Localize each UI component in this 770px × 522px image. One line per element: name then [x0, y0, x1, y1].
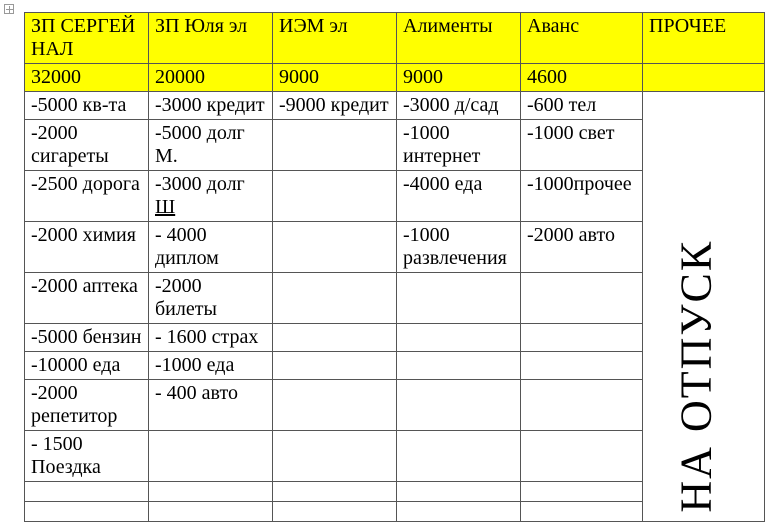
cell: - 4000 диплом	[149, 222, 273, 273]
cell: -2000 билеты	[149, 273, 273, 324]
cell	[521, 273, 643, 324]
cell: -2000 сигареты	[25, 120, 149, 171]
cell: -1000 еда	[149, 352, 273, 380]
cell-underline: -3000 долг Ш	[149, 171, 273, 222]
cell: -10000 еда	[25, 352, 149, 380]
cell	[273, 482, 397, 502]
cell: -2000 репетитор	[25, 380, 149, 431]
cell: -5000 кв-та	[25, 92, 149, 120]
cell	[273, 431, 397, 482]
cell	[521, 324, 643, 352]
cell: -2500 дорога	[25, 171, 149, 222]
col-header-5: ПРОЧЕЕ	[643, 13, 765, 64]
cell	[521, 502, 643, 522]
cell: -3000 кредит	[149, 92, 273, 120]
cell: -2000 аптека	[25, 273, 149, 324]
cell: -5000 долг М.	[149, 120, 273, 171]
col-header-4: Аванс	[521, 13, 643, 64]
col-header-3: Алименты	[397, 13, 521, 64]
amount-3: 9000	[397, 64, 521, 92]
cell	[149, 482, 273, 502]
cell	[397, 352, 521, 380]
cell	[25, 502, 149, 522]
cell	[397, 273, 521, 324]
cell: -3000 д/сад	[397, 92, 521, 120]
cell: -2000 химия	[25, 222, 149, 273]
cell	[521, 380, 643, 431]
amount-4: 4600	[521, 64, 643, 92]
header-row: ЗП СЕРГЕЙ НАЛ ЗП Юля эл ИЭМ эл Алименты …	[25, 13, 765, 64]
cell	[397, 380, 521, 431]
cell	[273, 352, 397, 380]
vacation-label: НА ОТПУСК	[671, 240, 722, 513]
cell	[397, 502, 521, 522]
cell: -1000 интернет	[397, 120, 521, 171]
amount-1: 20000	[149, 64, 273, 92]
amount-0: 32000	[25, 64, 149, 92]
cell: -2000 авто	[521, 222, 643, 273]
cell	[397, 482, 521, 502]
cell: - 1600 страх	[149, 324, 273, 352]
cell	[273, 380, 397, 431]
cell: - 400 авто	[149, 380, 273, 431]
col-header-1: ЗП Юля эл	[149, 13, 273, 64]
cell: - 1500 Поездка	[25, 431, 149, 482]
cell: -9000 кредит	[273, 92, 397, 120]
cell: -1000прочее	[521, 171, 643, 222]
cell: -4000 еда	[397, 171, 521, 222]
cell	[397, 324, 521, 352]
col-header-0: ЗП СЕРГЕЙ НАЛ	[25, 13, 149, 64]
vacation-cell: НА ОТПУСК	[643, 92, 765, 522]
col-header-2: ИЭМ эл	[273, 13, 397, 64]
amount-2: 9000	[273, 64, 397, 92]
cell	[521, 352, 643, 380]
cell	[149, 502, 273, 522]
cell	[521, 482, 643, 502]
table-row: -5000 кв-та -3000 кредит -9000 кредит -3…	[25, 92, 765, 120]
cell	[273, 502, 397, 522]
cell	[149, 431, 273, 482]
cell: -1000 развлечения	[397, 222, 521, 273]
cell	[25, 482, 149, 502]
amounts-row: 32000 20000 9000 9000 4600	[25, 64, 765, 92]
cell	[273, 171, 397, 222]
cell	[273, 222, 397, 273]
cell: -600 тел	[521, 92, 643, 120]
budget-table: ЗП СЕРГЕЙ НАЛ ЗП Юля эл ИЭМ эл Алименты …	[24, 12, 765, 522]
cell: -1000 свет	[521, 120, 643, 171]
cell	[521, 431, 643, 482]
cell	[273, 273, 397, 324]
cell	[273, 120, 397, 171]
cell	[273, 324, 397, 352]
table-anchor-icon	[4, 4, 14, 14]
cell	[397, 431, 521, 482]
amount-5	[643, 64, 765, 92]
cell: -5000 бензин	[25, 324, 149, 352]
